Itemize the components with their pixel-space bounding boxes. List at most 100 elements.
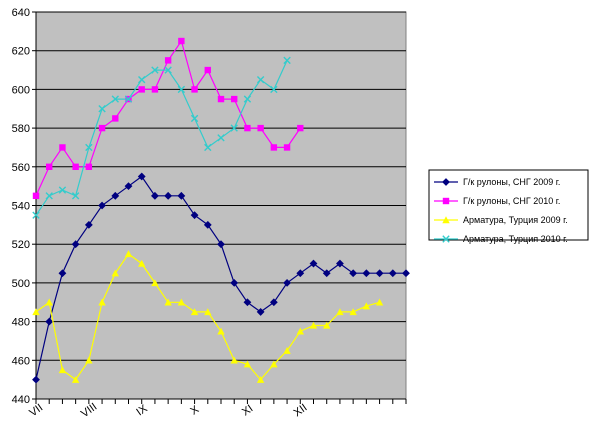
data-point <box>230 278 239 287</box>
data-point <box>243 95 252 103</box>
gridlines <box>36 11 406 400</box>
data-point <box>217 95 225 103</box>
data-point <box>283 346 291 354</box>
data-point <box>190 308 199 316</box>
data-point <box>71 375 80 383</box>
data-point <box>309 259 318 268</box>
data-point <box>32 192 40 200</box>
data-point <box>204 66 211 74</box>
data-point <box>151 191 159 200</box>
data-point <box>98 201 106 210</box>
data-point <box>124 182 133 191</box>
data-point <box>45 192 53 200</box>
series-4 <box>32 56 291 219</box>
data-point <box>138 259 146 267</box>
data-point <box>283 56 291 65</box>
data-point <box>45 298 53 306</box>
data-point <box>151 86 159 93</box>
data-point <box>204 308 212 316</box>
data-point <box>230 124 238 132</box>
data-point <box>296 327 304 335</box>
data-point <box>283 144 291 151</box>
data-point <box>32 375 40 384</box>
data-point <box>151 66 159 74</box>
y-tick-label: 440 <box>12 394 30 406</box>
data-point <box>177 191 186 200</box>
data-point <box>257 124 264 132</box>
data-point <box>256 308 265 316</box>
data-point <box>269 298 278 307</box>
y-tick-label: 600 <box>12 84 30 96</box>
data-point <box>349 269 358 278</box>
data-point <box>98 124 106 132</box>
data-point <box>45 317 54 326</box>
data-point <box>111 95 119 103</box>
data-point <box>164 191 173 200</box>
data-point <box>138 76 146 84</box>
data-point <box>243 360 252 368</box>
data-point <box>85 356 93 364</box>
data-point <box>58 269 67 278</box>
data-point <box>336 308 344 316</box>
data-point <box>309 321 318 329</box>
data-point <box>296 269 305 278</box>
data-point <box>124 250 133 258</box>
data-point <box>256 76 265 84</box>
data-point <box>336 259 344 268</box>
legend-label: Арматура, Турция 2009 г. <box>463 215 568 225</box>
data-point <box>98 298 106 306</box>
data-point <box>270 360 278 368</box>
data-point <box>85 163 93 170</box>
data-point <box>151 279 159 287</box>
data-point <box>243 298 252 307</box>
data-point <box>58 366 67 374</box>
data-point <box>323 321 331 329</box>
series-3 <box>32 250 384 383</box>
y-tick-label: 500 <box>12 278 30 290</box>
data-point <box>137 172 146 181</box>
data-point <box>402 269 410 278</box>
data-point <box>204 143 212 152</box>
y-tick-label: 580 <box>12 123 30 135</box>
data-point <box>46 163 53 170</box>
series-1 <box>32 172 410 384</box>
data-point <box>217 327 225 335</box>
data-point <box>203 220 212 229</box>
y-tick-label: 620 <box>12 46 30 58</box>
data-point <box>322 269 331 278</box>
data-point <box>178 37 185 45</box>
data-point <box>177 298 186 306</box>
data-point <box>124 95 133 103</box>
y-tick-label: 480 <box>12 317 30 329</box>
data-point <box>283 278 291 287</box>
legend-marker <box>442 178 450 186</box>
legend-label: Г/к рулоны, СНГ 2009 г. <box>463 177 560 187</box>
data-point <box>230 356 238 364</box>
series-line <box>35 60 288 216</box>
data-point <box>138 86 145 93</box>
legend-label: Г/к рулоны, СНГ 2010 г. <box>463 196 560 206</box>
data-point <box>190 114 199 123</box>
legend-marker <box>442 216 450 224</box>
data-point <box>32 308 40 316</box>
data-point <box>85 143 93 152</box>
data-point <box>217 134 225 142</box>
y-tick-label: 460 <box>12 355 30 367</box>
y-tick-label: 520 <box>12 239 30 251</box>
data-point <box>84 220 93 229</box>
data-point <box>256 375 265 383</box>
data-point <box>217 240 225 249</box>
data-point <box>98 105 106 113</box>
y-tick-label: 560 <box>12 162 30 174</box>
data-point <box>112 115 119 122</box>
data-point <box>177 85 186 94</box>
data-point <box>164 298 172 306</box>
data-point <box>71 240 80 249</box>
data-point <box>375 269 384 278</box>
data-point <box>388 269 397 278</box>
legend-marker <box>442 197 450 205</box>
data-point <box>270 144 278 151</box>
data-point <box>72 163 79 170</box>
